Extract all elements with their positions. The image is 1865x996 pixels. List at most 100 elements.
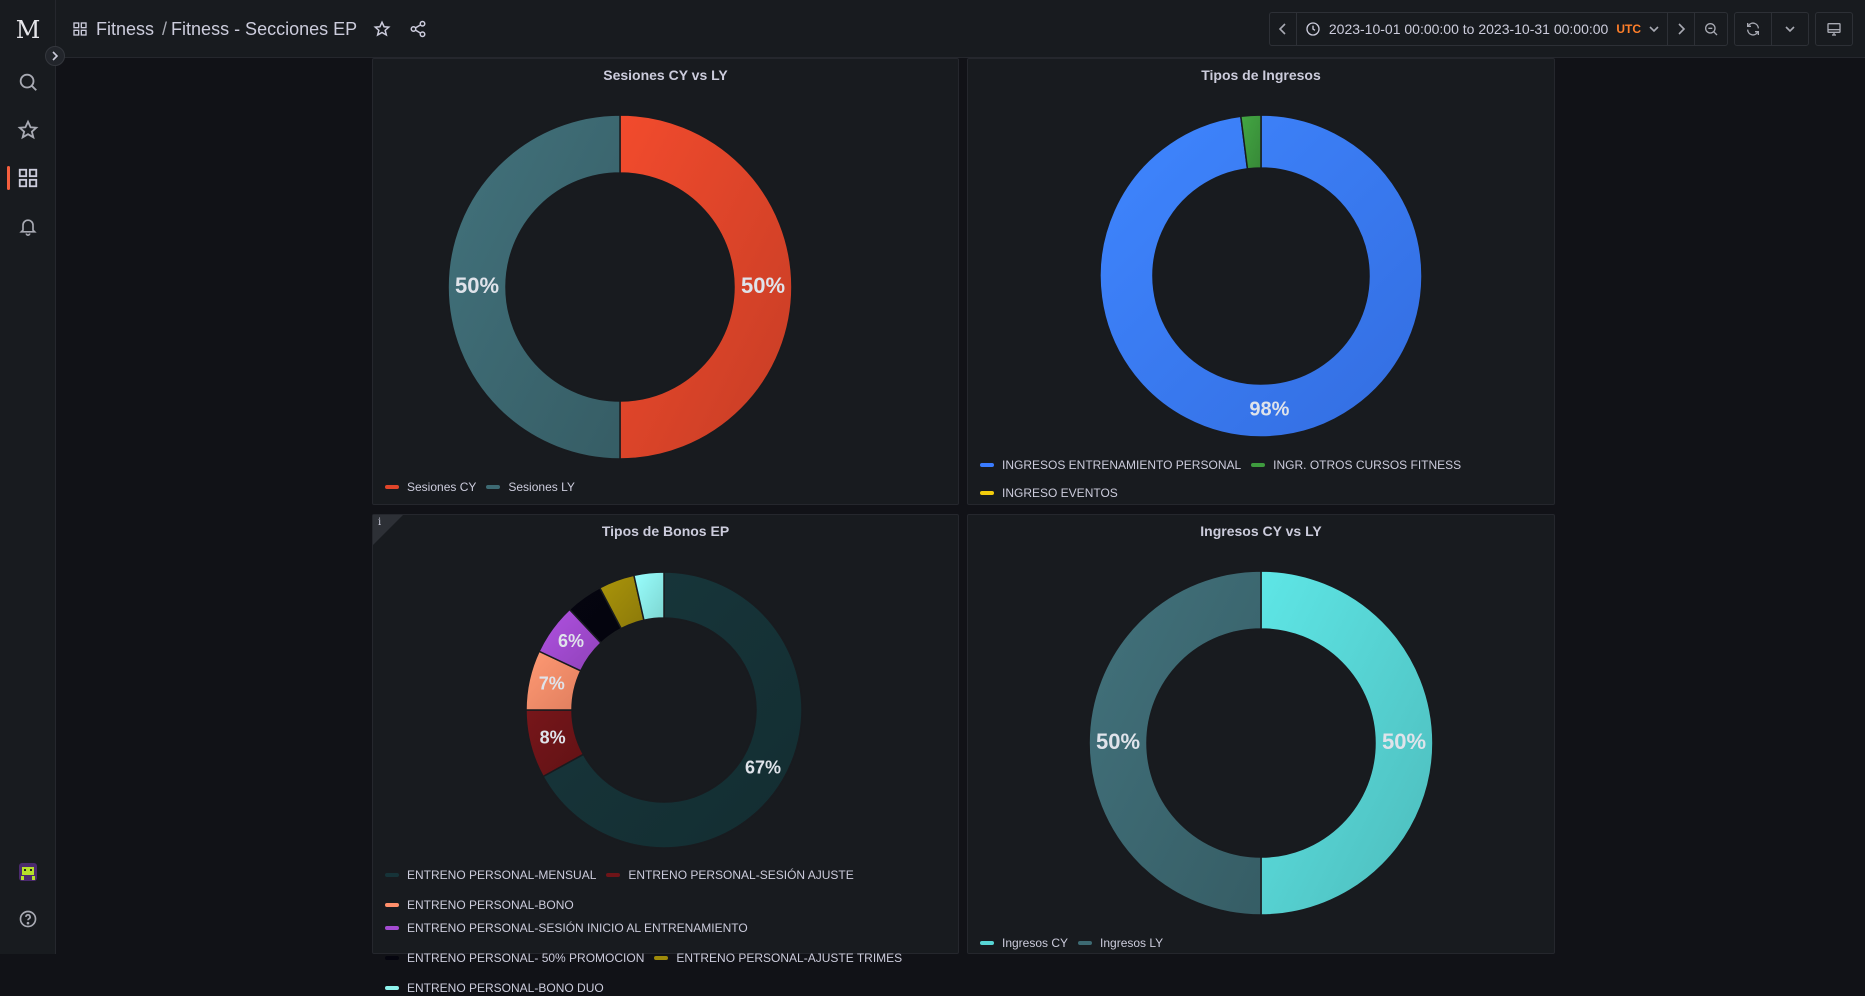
kiosk-mode-group bbox=[1815, 12, 1853, 46]
pie-slice[interactable] bbox=[1260, 570, 1434, 916]
breadcrumb-folder[interactable]: Fitness bbox=[96, 18, 155, 39]
time-forward-button[interactable] bbox=[1668, 13, 1695, 45]
pie-slice[interactable] bbox=[619, 114, 793, 460]
legend-swatch bbox=[385, 956, 399, 960]
legend-item[interactable]: ENTRENO PERSONAL-AJUSTE TRIMES bbox=[654, 950, 902, 966]
slice-label: 6% bbox=[558, 631, 584, 651]
slice-label: 50% bbox=[455, 273, 499, 298]
time-back-button[interactable] bbox=[1270, 13, 1297, 45]
legend-item[interactable]: ENTRENO PERSONAL-MENSUAL bbox=[385, 867, 596, 883]
pie-slice[interactable] bbox=[1239, 114, 1262, 170]
pie-slice[interactable] bbox=[1099, 114, 1423, 438]
pie-chart: 67% 8% 7% 6% bbox=[525, 571, 803, 849]
pie-chart: 98% bbox=[1099, 114, 1423, 438]
legend-label: ENTRENO PERSONAL-MENSUAL bbox=[407, 868, 597, 882]
legend-swatch bbox=[1078, 941, 1093, 945]
panel-title: Tipos de Ingresos bbox=[1201, 67, 1321, 83]
legend-swatch bbox=[980, 491, 994, 495]
dashboard-title[interactable]: Fitness - Secciones EP bbox=[171, 18, 358, 39]
legend-swatch bbox=[385, 873, 399, 877]
user-avatar[interactable] bbox=[8, 852, 48, 892]
legend: INGRESOS ENTRENAMIENTO PERSONAL INGR. OTR… bbox=[980, 457, 1542, 501]
legend-item[interactable]: INGRESO EVENTOS bbox=[980, 485, 1118, 501]
legend-swatch bbox=[385, 903, 399, 907]
legend-label: ENTRENO PERSONAL-SESIÓN AJUSTE bbox=[628, 868, 854, 882]
legend: Ingresos CY Ingresos LY bbox=[980, 935, 1542, 951]
legend-item[interactable]: ENTRENO PERSONAL-BONO DUO bbox=[385, 980, 604, 996]
slice-label: 50% bbox=[741, 273, 785, 298]
legend-item[interactable]: ENTRENO PERSONAL-SESIÓN INICIO AL ENTREN… bbox=[385, 920, 748, 936]
legend-swatch bbox=[385, 485, 399, 489]
pie-slice[interactable] bbox=[542, 571, 803, 849]
legend-swatch bbox=[980, 463, 994, 467]
toolbar-right: 2023-10-01 00:00:00 to 2023-10-31 00:00:… bbox=[1268, 12, 1853, 46]
share-icon[interactable] bbox=[409, 20, 427, 38]
star-icon[interactable] bbox=[8, 110, 48, 150]
help-icon[interactable] bbox=[8, 899, 48, 939]
clock-icon bbox=[1306, 22, 1320, 36]
legend-item[interactable]: INGR. OTROS CURSOS FITNESS bbox=[1251, 457, 1461, 473]
zoom-out-icon bbox=[1705, 23, 1718, 36]
search-icon[interactable] bbox=[8, 62, 48, 102]
chevron-right-icon bbox=[1678, 23, 1686, 35]
legend-label: INGRESOS ENTRENAMIENTO PERSONAL bbox=[1002, 458, 1242, 472]
dashboards-icon[interactable] bbox=[8, 158, 48, 198]
legend-item[interactable]: Ingresos CY bbox=[980, 935, 1068, 951]
pie-slice[interactable] bbox=[447, 114, 621, 460]
time-range-text: 2023-10-01 00:00:00 to 2023-10-31 00:00:… bbox=[1328, 21, 1609, 37]
expand-sidebar-button[interactable] bbox=[45, 46, 65, 66]
bell-icon[interactable] bbox=[8, 206, 48, 246]
pie-chart: 50% 50% bbox=[447, 114, 793, 460]
logo[interactable]: M bbox=[8, 10, 48, 50]
panel-ingresos-cy-vs-ly[interactable]: Ingresos CY vs LY 50% 50% Ingresos CY Ingr… bbox=[967, 514, 1555, 954]
panel-tipos-de-ingresos[interactable]: Tipos de Ingresos 98% INGRESOS ENTRENAMI… bbox=[967, 58, 1555, 505]
legend-label: INGRESO EVENTOS bbox=[1002, 486, 1118, 500]
legend-swatch bbox=[385, 986, 399, 990]
refresh-button[interactable] bbox=[1735, 13, 1772, 45]
legend-item[interactable]: ENTRENO PERSONAL- 50% PROMOCION bbox=[385, 950, 644, 966]
pie-chart: 50% 50% bbox=[1088, 570, 1434, 916]
legend-swatch bbox=[654, 956, 669, 960]
sidebar: M bbox=[0, 0, 56, 954]
panel-title: Ingresos CY vs LY bbox=[1200, 523, 1322, 539]
legend-item[interactable]: INGRESOS ENTRENAMIENTO PERSONAL bbox=[980, 457, 1241, 473]
top-navbar: Fitness / Fitness - Secciones EP 2023-10… bbox=[56, 0, 1865, 58]
slice-label: 50% bbox=[1382, 729, 1426, 754]
legend-swatch bbox=[606, 873, 621, 877]
legend-item[interactable]: Sesiones CY bbox=[385, 479, 476, 495]
info-corner[interactable] bbox=[373, 515, 403, 545]
legend: ENTRENO PERSONAL-MENSUAL ENTRENO PERSONAL… bbox=[385, 867, 946, 996]
info-icon[interactable]: i bbox=[378, 517, 382, 528]
refresh-icon bbox=[1747, 22, 1759, 36]
slice-label: 67% bbox=[745, 757, 781, 777]
time-range-button[interactable]: 2023-10-01 00:00:00 to 2023-10-31 00:00:… bbox=[1297, 13, 1668, 45]
panel-title: Sesiones CY vs LY bbox=[603, 67, 728, 83]
legend-item[interactable]: ENTRENO PERSONAL-BONO bbox=[385, 897, 574, 913]
slice-label: 98% bbox=[1249, 399, 1289, 421]
breadcrumb-separator: / bbox=[162, 18, 168, 39]
kiosk-mode-button[interactable] bbox=[1816, 13, 1852, 45]
legend-swatch bbox=[486, 485, 501, 489]
pie-slice[interactable] bbox=[633, 571, 665, 622]
legend-label: Sesiones CY bbox=[407, 480, 477, 494]
star-icon[interactable] bbox=[373, 20, 391, 38]
legend-swatch bbox=[980, 941, 994, 945]
zoom-out-button[interactable] bbox=[1695, 13, 1727, 45]
monitor-icon bbox=[1827, 23, 1841, 36]
legend-label: ENTRENO PERSONAL- 50% PROMOCION bbox=[407, 951, 645, 965]
dashboards-icon bbox=[72, 21, 88, 37]
panel-sesiones-cy-vs-ly[interactable]: Sesiones CY vs LY 50% 50% Sesiones CY Sesi… bbox=[372, 58, 959, 505]
pie-slice[interactable] bbox=[1088, 570, 1262, 916]
panel-tipos-de-bonos-ep[interactable]: i Tipos de Bonos EP 67% 8% 7% 6% ENTRENO PE… bbox=[372, 514, 959, 995]
legend-item[interactable]: ENTRENO PERSONAL-SESIÓN AJUSTE bbox=[606, 867, 854, 883]
legend-label: ENTRENO PERSONAL-SESIÓN INICIO AL ENTREN… bbox=[407, 921, 748, 935]
refresh-interval-button[interactable] bbox=[1772, 13, 1808, 45]
legend-item[interactable]: Ingresos LY bbox=[1078, 935, 1163, 951]
legend: Sesiones CY Sesiones LY bbox=[385, 479, 946, 495]
legend-label: ENTRENO PERSONAL-AJUSTE TRIMES bbox=[676, 951, 903, 965]
chevron-down-icon bbox=[1649, 26, 1659, 33]
legend-item[interactable]: Sesiones LY bbox=[486, 479, 575, 495]
chevron-left-icon bbox=[1278, 23, 1286, 35]
active-indicator bbox=[7, 166, 10, 190]
legend-swatch bbox=[385, 926, 399, 930]
